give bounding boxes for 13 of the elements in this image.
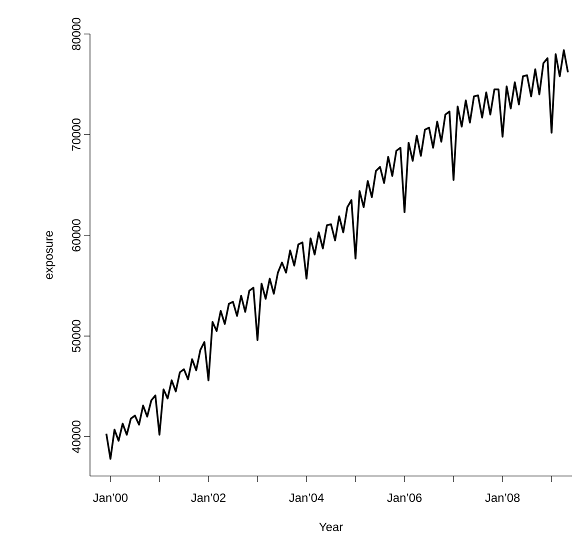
y-tick-label: 50000: [72, 320, 80, 352]
x-tick-label: Jan’04: [289, 494, 324, 502]
x-tick-label: Jan’02: [191, 494, 226, 502]
x-tick-label: Jan’06: [387, 494, 422, 502]
y-axis-title: exposure: [46, 230, 56, 280]
x-tick-label: Jan’08: [485, 494, 520, 502]
x-axis-title: Year: [319, 522, 343, 532]
y-tick-label: 60000: [72, 219, 80, 252]
y-tick-label: 80000: [72, 18, 80, 50]
x-tick-label: Jan’00: [92, 494, 128, 502]
y-tick-label: 70000: [72, 118, 80, 151]
line-series: [105, 49, 569, 460]
y-tick-label: 40000: [72, 420, 80, 454]
